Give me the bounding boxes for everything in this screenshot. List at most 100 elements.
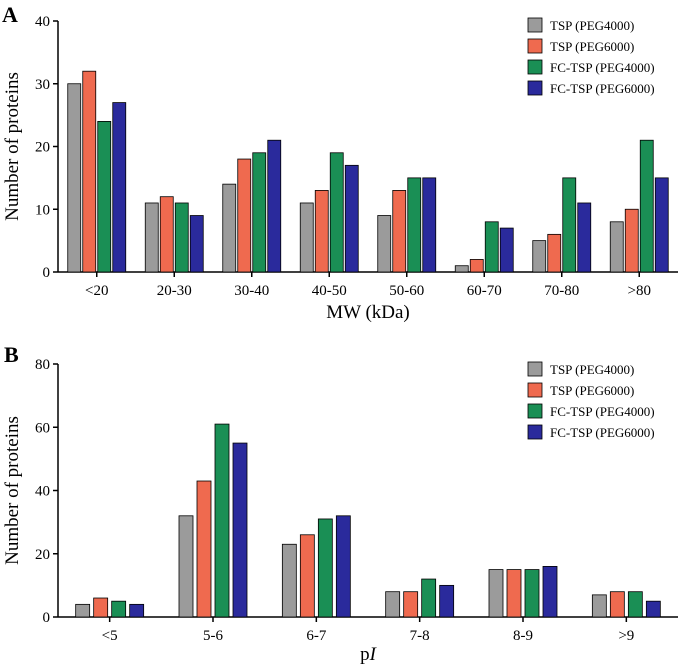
bar-fc-tsp-peg6000-3 [439, 584, 455, 618]
bar-tsp-peg6000-4 [506, 569, 522, 618]
bar-tsp-peg4000-5 [454, 265, 469, 273]
bar-fc-tsp-peg6000-0 [129, 603, 145, 618]
bar-tsp-peg4000-0 [67, 83, 82, 273]
legend-label: TSP (PEG4000) [550, 18, 634, 33]
bar-fc-tsp-peg4000-6 [562, 177, 577, 273]
panel-label: B [4, 342, 19, 367]
x-tick-label: 8-9 [513, 628, 533, 644]
x-tick-label: 40-50 [312, 283, 347, 299]
bar-tsp-peg6000-0 [82, 70, 97, 273]
bar-fc-tsp-peg6000-2 [267, 139, 282, 273]
bar-tsp-peg4000-4 [377, 215, 392, 273]
y-tick-label: 20 [35, 547, 50, 563]
x-tick-label: 30-40 [234, 283, 269, 299]
y-tick-label: 10 [35, 202, 50, 218]
legend-swatch [527, 80, 543, 96]
legend-label: TSP (PEG6000) [550, 383, 634, 398]
bar-fc-tsp-peg6000-0 [112, 102, 127, 273]
panel-label: A [2, 2, 18, 27]
bar-tsp-peg6000-2 [237, 158, 252, 273]
chart-panel-b: B 0 20 40 60 80 Number of proteins <5 5-6 6-7 7-8 8… [2, 342, 678, 665]
legend-swatch [527, 17, 543, 33]
legend-label: FC-TSP (PEG6000) [550, 425, 655, 440]
y-tick-label: 30 [35, 77, 50, 93]
y-tick-label: 40 [35, 484, 50, 500]
y-tick-label: 0 [43, 265, 51, 281]
bar-fc-tsp-peg4000-4 [407, 177, 422, 273]
legend-label: FC-TSP (PEG4000) [550, 60, 655, 75]
bar-tsp-peg4000-4 [488, 569, 504, 618]
bar-tsp-peg6000-7 [624, 208, 639, 273]
bar-tsp-peg6000-5 [609, 591, 625, 618]
bar-fc-tsp-peg6000-4 [542, 566, 558, 618]
bar-tsp-peg4000-1 [144, 202, 159, 273]
bar-fc-tsp-peg6000-6 [577, 202, 592, 273]
y-tick-label: 20 [35, 140, 50, 156]
bar-tsp-peg6000-4 [392, 190, 407, 273]
x-tick-label: 7-8 [410, 628, 430, 644]
bar-fc-tsp-peg4000-3 [329, 152, 344, 273]
y-tick-label: 80 [35, 357, 50, 373]
bar-tsp-peg4000-5 [591, 594, 607, 618]
legend-swatch [527, 361, 543, 377]
bar-fc-tsp-peg4000-5 [484, 221, 499, 273]
legend-label: TSP (PEG4000) [550, 362, 634, 377]
bar-tsp-peg6000-3 [403, 591, 419, 618]
bar-fc-tsp-peg6000-7 [654, 177, 669, 273]
x-axis-title-main: p [360, 644, 370, 665]
x-tick-label: >9 [618, 628, 634, 644]
bar-tsp-peg4000-2 [222, 183, 237, 273]
bar-tsp-peg6000-1 [159, 196, 174, 273]
x-axis-title-main: MW (kDa) [326, 302, 410, 323]
y-tick-label: 0 [43, 610, 51, 626]
legend-label: TSP (PEG6000) [550, 39, 634, 54]
legend-swatch [527, 38, 543, 54]
x-axis-title: pI [360, 644, 378, 665]
bar-fc-tsp-peg4000-3 [421, 578, 437, 618]
bar-fc-tsp-peg4000-5 [627, 591, 643, 618]
bar-tsp-peg6000-6 [547, 233, 562, 273]
chart-panel-a: A 0 10 20 30 40 Number of proteins <20 20-30 30-4… [2, 2, 678, 323]
y-axis-title: Number of proteins [2, 416, 23, 565]
legend-swatch [527, 382, 543, 398]
bar-fc-tsp-peg4000-2 [317, 518, 333, 618]
bar-tsp-peg6000-0 [93, 597, 109, 618]
legend: TSP (PEG4000) TSP (PEG6000) FC-TSP (PEG400… [527, 17, 655, 96]
legend-swatch [527, 59, 543, 75]
x-tick-label: <20 [85, 283, 108, 299]
y-tick-label: 40 [35, 14, 50, 30]
bar-fc-tsp-peg4000-0 [97, 121, 112, 273]
x-tick-label: 70-80 [544, 283, 579, 299]
x-tick-label: 20-30 [157, 283, 192, 299]
x-tick-label: 60-70 [467, 283, 502, 299]
bar-tsp-peg4000-6 [532, 240, 547, 273]
bar-tsp-peg6000-5 [469, 259, 484, 273]
legend-label: FC-TSP (PEG4000) [550, 404, 655, 419]
bar-fc-tsp-peg6000-5 [499, 227, 514, 273]
bar-fc-tsp-peg4000-1 [174, 202, 189, 273]
bar-fc-tsp-peg6000-1 [232, 442, 248, 618]
bar-tsp-peg4000-0 [75, 603, 91, 618]
bar-tsp-peg4000-1 [178, 515, 194, 618]
y-axis-title: Number of proteins [2, 72, 23, 221]
bar-fc-tsp-peg4000-0 [111, 600, 127, 618]
bar-fc-tsp-peg6000-2 [335, 515, 351, 618]
legend-swatch [527, 403, 543, 419]
y-tick-label: 60 [35, 420, 50, 436]
bar-fc-tsp-peg6000-4 [422, 177, 437, 273]
x-tick-label: <5 [102, 628, 118, 644]
legend: TSP (PEG4000) TSP (PEG6000) FC-TSP (PEG400… [527, 361, 655, 440]
bar-tsp-peg4000-3 [299, 202, 314, 273]
bar-fc-tsp-peg6000-5 [645, 600, 661, 618]
bar-fc-tsp-peg4000-2 [252, 152, 267, 273]
x-tick-label: >80 [628, 283, 651, 299]
bar-fc-tsp-peg4000-7 [639, 139, 654, 273]
legend-label: FC-TSP (PEG6000) [550, 81, 655, 96]
bar-tsp-peg6000-2 [299, 534, 315, 618]
bar-tsp-peg4000-3 [385, 591, 401, 618]
x-axis-title-italic: I [369, 644, 378, 665]
x-tick-label: 6-7 [306, 628, 326, 644]
x-axis-title: MW (kDa) [326, 302, 410, 323]
x-tick-label: 50-60 [389, 283, 424, 299]
